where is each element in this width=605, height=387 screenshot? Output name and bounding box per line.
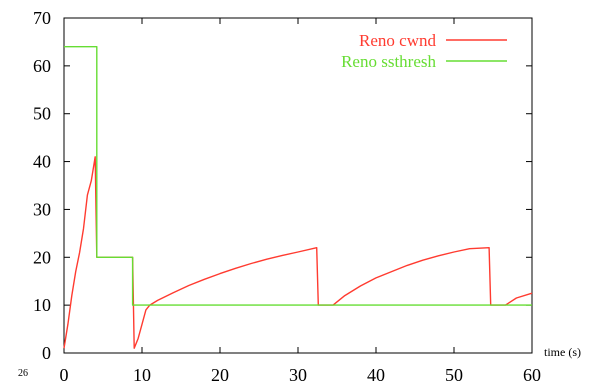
x-tick-label: 0 (60, 365, 69, 385)
corner-note: 26 (18, 368, 28, 379)
y-tick-label: 10 (33, 295, 51, 315)
y-tick-label: 40 (33, 152, 51, 172)
y-tick-label: 0 (42, 343, 51, 363)
plot-area (63, 17, 533, 354)
y-tick-label: 50 (33, 104, 51, 124)
y-tick-label: 60 (33, 56, 51, 76)
legend: Reno cwnd Reno ssthresh (341, 31, 507, 71)
x-tick-label: 60 (523, 365, 541, 385)
x-tick-label: 30 (289, 365, 307, 385)
series-line-reno-cwnd (63, 156, 533, 349)
y-tick-label: 20 (33, 247, 51, 267)
x-tick-label: 20 (211, 365, 229, 385)
y-tick-label: 70 (33, 8, 51, 28)
y-tick-label: 30 (33, 199, 51, 219)
x-tick-label: 40 (367, 365, 385, 385)
axis-tick-labels: 0 10 20 30 40 50 60 0 10 20 30 40 50 60 70 (33, 8, 541, 385)
x-tick-label: 10 (133, 365, 151, 385)
x-tick-label: 50 (445, 365, 463, 385)
x-axis-label: time (s) (544, 345, 581, 359)
legend-label-reno-ssthresh: Reno ssthresh (341, 52, 436, 71)
series-lines (63, 46, 533, 349)
legend-label-reno-cwnd: Reno cwnd (359, 31, 436, 50)
series-line-reno-ssthresh (64, 46, 532, 306)
